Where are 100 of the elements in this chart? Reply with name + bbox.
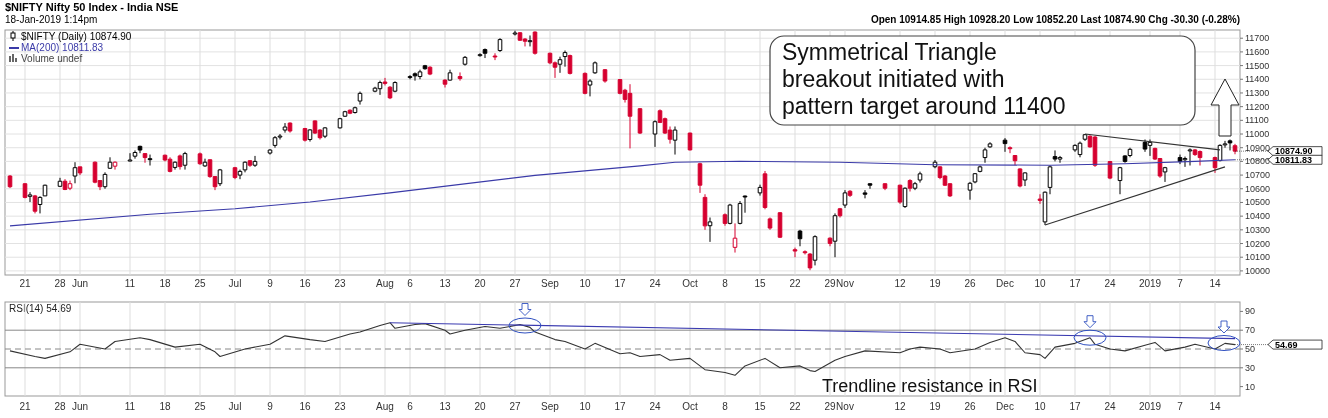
- x-tick-label: Sep: [541, 278, 560, 289]
- candlestick: [197, 152, 203, 166]
- x-tick-label: 2019: [1138, 401, 1162, 412]
- candlestick: [137, 145, 143, 154]
- candlestick: [1232, 143, 1238, 155]
- candlestick: [382, 77, 388, 86]
- x-tick-label: 24: [1104, 401, 1116, 412]
- candlestick: [557, 56, 563, 74]
- candlestick: [492, 52, 498, 61]
- x-tick-label: 22: [789, 278, 801, 289]
- candlestick: [167, 156, 173, 173]
- candlestick: [172, 160, 178, 171]
- x-tick-label: Jul: [228, 278, 242, 289]
- candlestick: [282, 122, 288, 134]
- candlestick: [792, 247, 798, 258]
- candlestick: [72, 161, 78, 184]
- x-tick-label: 18: [159, 401, 171, 412]
- candlestick: [1147, 139, 1153, 157]
- x-tick-label: 13: [439, 401, 451, 412]
- y-tick-label: 10400: [1245, 211, 1271, 222]
- candlestick: [907, 178, 913, 193]
- x-tick-label: 20: [474, 278, 486, 289]
- candlestick: [587, 78, 593, 97]
- candlestick: [77, 166, 83, 176]
- x-tick-label: 17: [1069, 401, 1081, 412]
- x-tick-label: 8: [722, 401, 729, 412]
- x-tick-label: 9: [267, 278, 274, 289]
- candlestick: [812, 234, 818, 266]
- candlestick: [902, 186, 908, 209]
- candlestick: [532, 30, 538, 56]
- chart-title: $NIFTY Nifty 50 Index - India NSE: [5, 1, 179, 13]
- candlestick: [512, 30, 518, 36]
- x-tick-label: Nov: [836, 401, 854, 412]
- x-tick-label: 14: [1209, 401, 1221, 412]
- candlestick: [982, 147, 988, 164]
- candlestick: [837, 207, 843, 219]
- chart-title: RSI(14) 54.69: [9, 303, 72, 314]
- x-tick-label: Dec: [996, 278, 1014, 289]
- candlestick: [147, 154, 153, 166]
- candlestick: [1182, 156, 1188, 168]
- candlestick: [1077, 141, 1083, 158]
- candlestick: [7, 174, 13, 189]
- x-tick-label: Aug: [376, 278, 394, 289]
- x-tick-label: 24: [1104, 278, 1116, 289]
- candlestick: [202, 158, 208, 168]
- y-tick-label: 10200: [1245, 238, 1271, 249]
- x-tick-label: Oct: [682, 278, 698, 289]
- candlestick: [687, 132, 693, 151]
- x-tick-label: 22: [789, 401, 801, 412]
- x-tick-label: 15: [754, 278, 766, 289]
- candlestick: [977, 165, 983, 173]
- candlestick: [272, 135, 278, 149]
- candlestick: [1007, 145, 1013, 154]
- candlestick: [1017, 167, 1023, 188]
- x-tick-label: 10: [1034, 278, 1046, 289]
- x-tick-label: 21: [19, 401, 31, 412]
- x-tick-label: 17: [1069, 278, 1081, 289]
- x-tick-label: 23: [334, 278, 346, 289]
- legend-label: MA(200) 10811.83: [21, 42, 104, 53]
- annotation: Volume undef: [21, 53, 83, 64]
- x-tick-label: 18: [159, 278, 171, 289]
- text: Open 10914.85 High 10928.20 Low 10852.20 Last 10874.90 Chg -30.30 (-0.28%): [870, 14, 1240, 25]
- candlestick: [1227, 139, 1233, 151]
- y-tick-label: 11300: [1245, 87, 1270, 98]
- x-tick-label: Jun: [71, 278, 89, 289]
- candlestick: [142, 153, 148, 164]
- candlestick: [1117, 166, 1123, 195]
- candlestick: [802, 249, 808, 255]
- candlestick: [832, 212, 838, 258]
- y-tick-label: 10900: [1245, 142, 1271, 153]
- candlestick: [42, 184, 48, 197]
- candlestick: [1142, 139, 1148, 153]
- y-tick-label: 10800: [1245, 156, 1271, 167]
- candlestick: [237, 169, 243, 180]
- x-tick-label: 28: [54, 401, 66, 412]
- x-tick-label: 16: [299, 401, 311, 412]
- candlestick: [357, 91, 363, 106]
- candlestick: [337, 117, 343, 130]
- x-tick-label: 8: [722, 278, 729, 289]
- annotation: Symmetrical Triangle breakout initiated with pattern target around 11400: [782, 39, 1066, 119]
- candlestick: [672, 125, 678, 156]
- x-tick-label: 17: [614, 278, 626, 289]
- y-tick-label: 11100: [1245, 115, 1269, 126]
- candlestick: [302, 127, 308, 143]
- x-tick-label: 28: [54, 278, 66, 289]
- candlestick: [27, 191, 33, 203]
- x-tick-label: 26: [964, 278, 976, 289]
- candlestick: [442, 78, 448, 88]
- candlestick: [972, 172, 978, 184]
- candlestick: [482, 47, 488, 59]
- candlestick: [1012, 154, 1018, 166]
- x-tick-label: Aug: [376, 401, 394, 412]
- x-tick-label: 14: [1209, 278, 1221, 289]
- candlestick: [1037, 193, 1043, 205]
- candlestick: [867, 182, 873, 190]
- candlestick: [1082, 133, 1088, 142]
- candlestick: [22, 182, 28, 199]
- candlestick: [242, 160, 248, 173]
- x-tick-label: 24: [649, 401, 661, 412]
- candlestick: [602, 68, 608, 84]
